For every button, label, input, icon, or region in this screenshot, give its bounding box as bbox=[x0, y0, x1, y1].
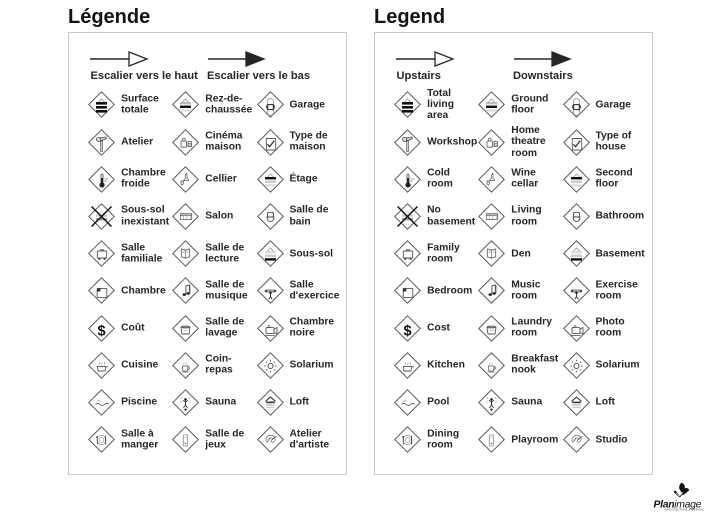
svg-text:ARCHITECTURE & DESIGN: ARCHITECTURE & DESIGN bbox=[665, 508, 704, 511]
